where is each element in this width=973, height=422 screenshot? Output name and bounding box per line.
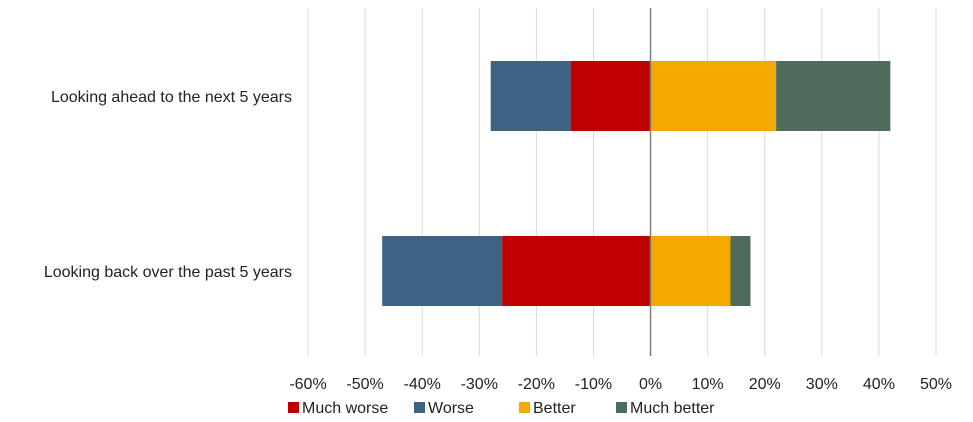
x-tick-label: 10%: [692, 376, 724, 393]
legend: Much worse Worse Better Much better: [288, 400, 715, 417]
category-label: Looking ahead to the next 5 years: [51, 89, 292, 106]
legend-swatch: [288, 402, 299, 413]
x-tick-label: -10%: [575, 376, 612, 393]
x-tick-label: 30%: [806, 376, 838, 393]
x-tick-label: -50%: [346, 376, 383, 393]
x-tick-label: 20%: [749, 376, 781, 393]
category-labels: Looking ahead to the next 5 years Looking…: [44, 89, 292, 281]
x-tick-label: -20%: [518, 376, 555, 393]
legend-item-much-worse: Much worse: [288, 400, 388, 417]
bar-much-better: [730, 236, 751, 306]
bar-much-worse: [502, 236, 651, 306]
x-tick-label: -30%: [461, 376, 498, 393]
bar-better: [650, 236, 731, 306]
bar-worse: [382, 236, 503, 306]
x-tick-label: 40%: [863, 376, 895, 393]
legend-swatch: [414, 402, 425, 413]
x-tick-label: 0%: [639, 376, 662, 393]
x-tick-label: 50%: [920, 376, 952, 393]
legend-label: Better: [533, 400, 576, 417]
bars: [382, 61, 891, 306]
legend-swatch: [519, 402, 530, 413]
category-label: Looking back over the past 5 years: [44, 264, 292, 281]
x-tick-label: -60%: [289, 376, 326, 393]
legend-item-much-better: Much better: [616, 400, 715, 417]
legend-label: Much better: [630, 400, 715, 417]
legend-item-worse: Worse: [414, 400, 474, 417]
legend-label: Much worse: [302, 400, 388, 417]
bar-better: [650, 61, 777, 131]
x-tick-labels: -60% -50% -40% -30% -20% -10% 0% 10% 20% 30% 40% 50…: [289, 376, 952, 393]
bar-much-better: [776, 61, 891, 131]
bar-worse: [490, 61, 571, 131]
x-tick-label: -40%: [404, 376, 441, 393]
legend-swatch: [616, 402, 627, 413]
legend-label: Worse: [428, 400, 474, 417]
legend-item-better: Better: [519, 400, 576, 417]
bar-much-worse: [570, 61, 651, 131]
